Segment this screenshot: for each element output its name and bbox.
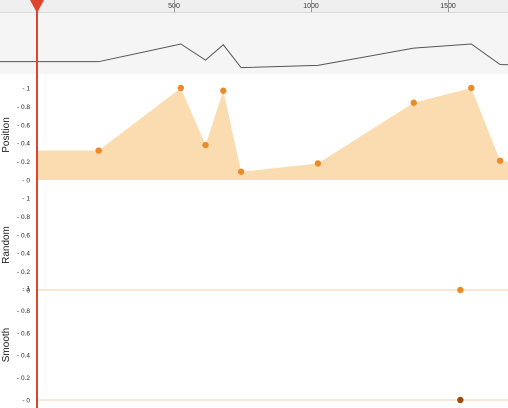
axis-tick-label: - 0: [22, 398, 30, 405]
track-title-smooth: Smooth: [1, 328, 12, 362]
keyframe-dot[interactable]: [237, 168, 245, 175]
ruler-tick: [174, 0, 175, 12]
axis-tick-label: - 0: [22, 178, 30, 185]
axis-tick-label: - 0.8: [17, 308, 30, 315]
axis-tick-label: - 0.6: [17, 232, 30, 239]
triangle-down-icon[interactable]: [30, 0, 44, 14]
keyframe-dot[interactable]: [202, 141, 209, 149]
ruler-tick: [448, 0, 449, 12]
axis-tick-label: - 1: [22, 286, 30, 293]
axis-tick-label: - 0.4: [17, 353, 30, 360]
axis-tick-label: - 0.2: [17, 159, 30, 166]
axis-tick-label: - 0.4: [17, 141, 30, 148]
keyframe-dot[interactable]: [457, 286, 464, 294]
position-curve-fill: [37, 88, 508, 180]
overview-curve-panel[interactable]: [0, 13, 508, 74]
keyframe-dot[interactable]: [410, 99, 417, 106]
playhead-line[interactable]: [36, 0, 38, 408]
axis-tick-label: - 0.4: [17, 251, 30, 258]
axis-tick-label: - 0.8: [17, 214, 30, 221]
overview-curve: [0, 43, 508, 69]
keyframe-dot[interactable]: [314, 160, 322, 167]
track-title-random: Random: [1, 226, 12, 264]
track-title-position: Position: [1, 117, 12, 153]
keyframe-dot[interactable]: [95, 147, 102, 154]
keyframe-dot[interactable]: [496, 157, 504, 164]
keyframe-dot[interactable]: [457, 396, 464, 404]
axis-tick-label: - 0.6: [17, 122, 30, 129]
tracks-area[interactable]: Position - 1 - 0.8 - 0.6 - 0.4 - 0.2 - 0 Random…: [0, 74, 508, 408]
axis-tick-label: - 1: [22, 86, 30, 93]
ruler-tick: [311, 0, 312, 12]
axis-tick-label: - 0.2: [17, 375, 30, 382]
time-ruler[interactable]: 500 1000 1500: [0, 0, 508, 13]
axis-tick-label: - 0.2: [17, 269, 30, 276]
keyframe-dot[interactable]: [177, 84, 185, 92]
keyframe-dot[interactable]: [468, 84, 475, 92]
axis-tick-label: - 0: [22, 288, 30, 295]
axis-tick-label: - 1: [22, 196, 30, 203]
keyframe-dot[interactable]: [220, 87, 227, 94]
axis-tick-label: - 0.8: [17, 104, 30, 111]
axis-tick-label: - 0.6: [17, 330, 30, 337]
